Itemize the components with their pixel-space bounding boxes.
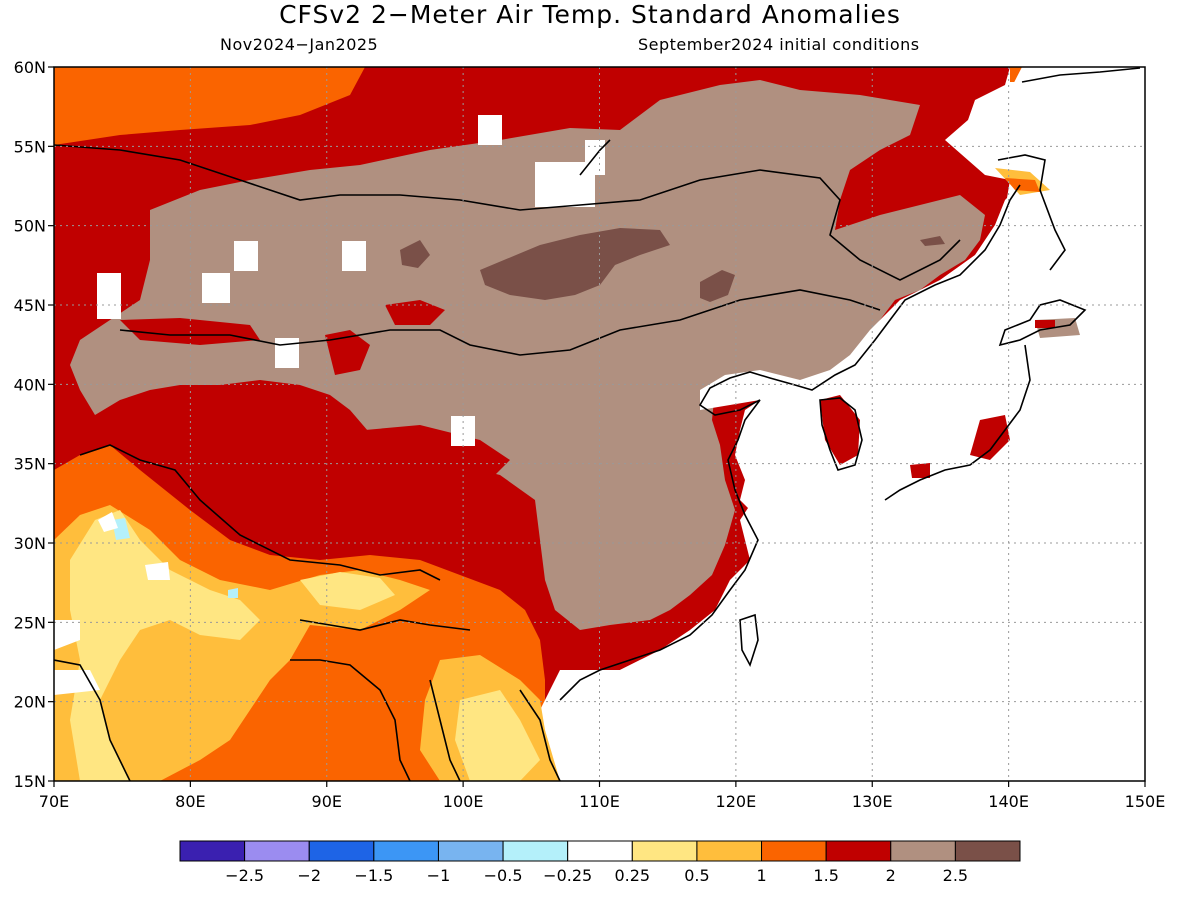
forecast-period: Nov2024−Jan2025 xyxy=(220,35,379,54)
anomaly-field-0-5 xyxy=(70,510,260,781)
anomaly-field-2-intrusion xyxy=(365,425,510,475)
anomaly-field-near-zero xyxy=(145,562,170,580)
colorbar-swatch xyxy=(631,840,698,862)
anomaly-field-2-japan xyxy=(970,415,1010,460)
anomaly-field-near-zero xyxy=(112,518,130,540)
anomaly-field-2-intrusion xyxy=(325,330,370,375)
colorbar-swatch xyxy=(890,840,956,862)
lon-tick-label: 120E xyxy=(716,792,757,811)
latitude-axis: 60N 55N 50N 45N 40N 35N 30N 25N 20N 15N xyxy=(14,58,54,791)
lat-tick-label: 45N xyxy=(14,296,46,315)
initial-conditions: September2024 initial conditions xyxy=(638,35,920,54)
lat-tick-label: 15N xyxy=(14,772,46,791)
lon-tick-label: 140E xyxy=(988,792,1029,811)
colorbar-label: 2.5 xyxy=(943,866,968,885)
anomaly-field-2-hokkaido xyxy=(1035,320,1055,328)
anomaly-field-1-5-sakhalin xyxy=(1005,178,1040,192)
anomaly-field-3 xyxy=(920,236,945,246)
lat-tick-label: 35N xyxy=(14,455,46,474)
ocean-mask-west xyxy=(54,670,100,695)
colorbar-label: 1.5 xyxy=(813,866,838,885)
lat-tick-label: 25N xyxy=(14,613,46,632)
anomaly-field-3 xyxy=(400,240,430,268)
colorbar-swatch xyxy=(502,840,569,862)
colorbar-swatch xyxy=(954,840,1021,862)
colorbar-label: 0.5 xyxy=(684,866,709,885)
longitude-axis: 70E 80E 90E 100E 110E 120E 130E 140E 150E xyxy=(39,781,1166,811)
lon-tick-label: 90E xyxy=(312,792,342,811)
lon-tick-label: 110E xyxy=(579,792,620,811)
colorbar-swatch xyxy=(437,840,504,862)
anomaly-fields xyxy=(54,67,1145,781)
colorbar-swatch xyxy=(567,840,633,862)
anomaly-field-2-japan xyxy=(910,463,930,478)
map-title: CFSv2 2−Meter Air Temp. Standard Anomali… xyxy=(279,0,901,29)
colorbar-swatch xyxy=(825,840,892,862)
colorbar-labels: −2.5 −2 −1.5 −1 −0.5 −0.25 0.25 0.5 1 1.5 2 2.5 xyxy=(225,866,968,885)
lat-tick-label: 20N xyxy=(14,693,46,712)
lon-tick-label: 100E xyxy=(443,792,484,811)
lat-tick-label: 60N xyxy=(14,58,46,77)
coastlines xyxy=(54,67,1141,781)
anomaly-field-2-intrusion xyxy=(385,300,445,325)
grid-lines xyxy=(54,67,1145,781)
anomaly-field-0-5 xyxy=(300,572,395,610)
lat-tick-label: 55N xyxy=(14,137,46,156)
colorbar-swatch xyxy=(179,840,246,862)
lon-tick-label: 80E xyxy=(175,792,205,811)
colorbar-swatch xyxy=(696,840,763,862)
lat-tick-label: 50N xyxy=(14,217,46,236)
colorbar xyxy=(179,840,1021,862)
colorbar-swatch xyxy=(373,840,439,862)
colorbar-swatch xyxy=(761,840,827,862)
anomaly-field-near-zero xyxy=(228,588,238,598)
colorbar-label: −1.5 xyxy=(354,866,393,885)
colorbar-label: 2 xyxy=(886,866,896,885)
colorbar-label: −0.25 xyxy=(543,866,592,885)
colorbar-label: 0.25 xyxy=(614,866,650,885)
ocean-mask-west xyxy=(54,620,80,650)
anomaly-field-3 xyxy=(700,270,735,302)
colorbar-label: −0.5 xyxy=(484,866,523,885)
colorbar-label: −2 xyxy=(297,866,321,885)
colorbar-label: 1 xyxy=(756,866,766,885)
anomaly-field-0-5 xyxy=(455,690,540,781)
lat-tick-label: 40N xyxy=(14,375,46,394)
anomaly-field-1-5-north xyxy=(54,67,365,145)
lon-tick-label: 70E xyxy=(39,792,69,811)
anomaly-field-near-zero xyxy=(98,512,118,532)
anomaly-field-3 xyxy=(480,228,670,300)
lake-masks xyxy=(97,115,605,446)
colorbar-label: −2.5 xyxy=(225,866,264,885)
colorbar-label: −1 xyxy=(427,866,451,885)
lat-tick-label: 30N xyxy=(14,534,46,553)
lon-tick-label: 130E xyxy=(852,792,893,811)
anomaly-field-2-intrusion xyxy=(130,395,320,430)
colorbar-swatch xyxy=(244,840,310,862)
colorbar-swatch xyxy=(308,840,375,862)
lon-tick-label: 150E xyxy=(1125,792,1166,811)
